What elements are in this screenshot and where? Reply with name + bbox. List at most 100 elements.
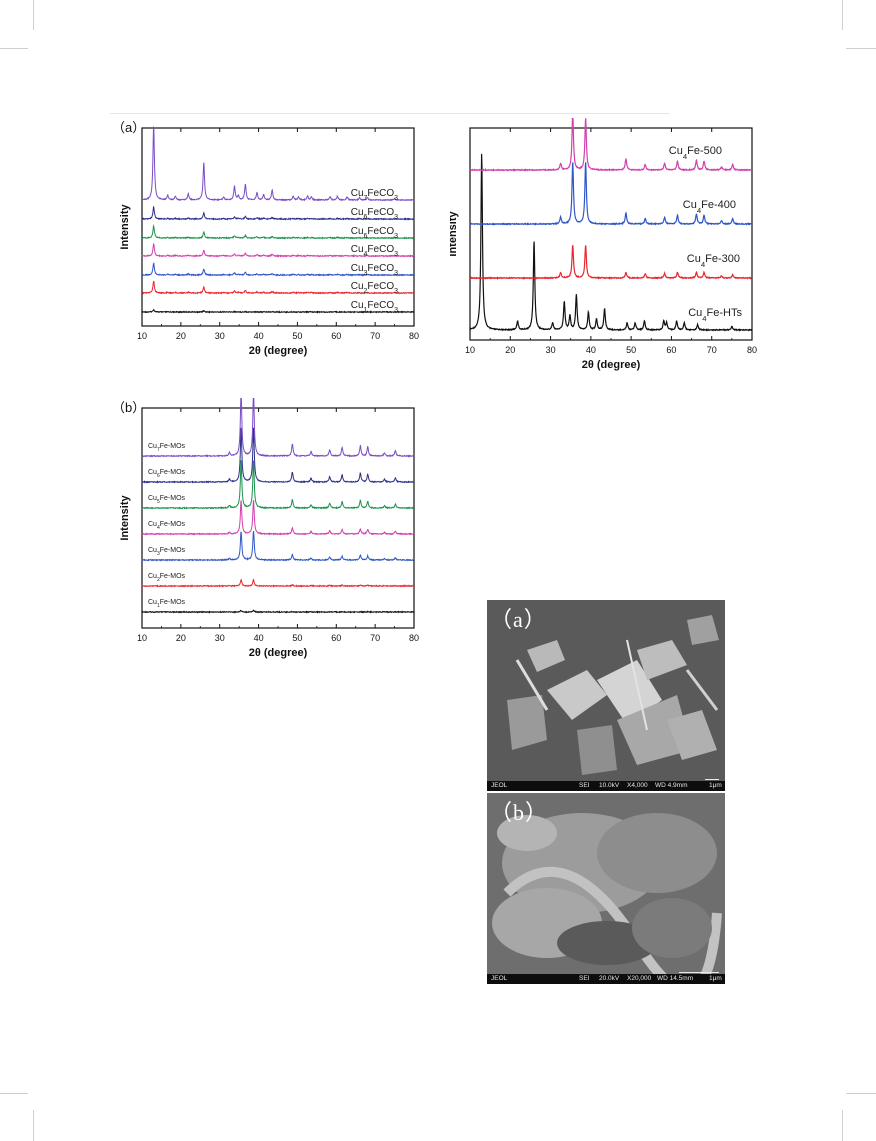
sem-a-kv: 10.0kV [599,782,620,789]
sem-a-wd: WD 4.9mm [655,782,688,789]
x-tick-label: 80 [409,331,419,341]
x-tick-label: 10 [137,633,147,643]
crop-mark [33,1110,34,1141]
series-line [141,243,415,258]
legend-label: Cu1Fe-MOs [148,599,186,609]
x-tick-label: 30 [215,633,225,643]
xrd-chart-b-svg: 10 20 30 40 50 60 70 80 2θ (degree) Intensity （b） C… [112,391,419,659]
series-line [141,530,415,562]
y-axis-label: Intensity [119,495,131,541]
x-tick-label: 60 [331,633,341,643]
x-tick-label: 60 [666,345,676,355]
x-tick-label: 30 [546,345,556,355]
xrd-chart-a-svg: 10 20 30 40 50 60 70 80 2θ (degree) Intensity （a） C… [112,120,419,357]
legend-label: Cu7Fe-MOs [148,443,186,453]
series-line [141,499,415,536]
sem-b-mag: X20,000 [627,975,652,982]
x-tick-label: 20 [176,633,186,643]
series-line [141,460,415,510]
x-axis-label: 2θ (degree) [582,359,641,371]
legend-label: Cu4Fe-400 [683,199,736,215]
x-tick-label: 30 [215,331,225,341]
crop-mark [842,1110,843,1141]
sem-image-a: （a） JEOL SEI 10.0kV X4,000 WD 4.9mm 1μm [487,600,725,791]
legend-label: Cu4Fe-MOs [148,521,186,531]
x-tick-label: 70 [370,331,380,341]
xrd-chart-calcined-svg: 10 20 30 40 50 60 70 80 2θ (degree) Intensity Cu4F… [447,112,757,371]
sem-b-scale: 1μm [709,975,722,982]
y-axis-label: Intensity [119,204,131,250]
sem-image-b-texture [487,793,725,974]
sem-a-info-bar: JEOL SEI 10.0kV X4,000 WD 4.9mm 1μm [487,779,725,791]
series-line [141,262,415,277]
series-line [141,308,415,314]
crop-mark [0,48,28,49]
sem-b-brand: JEOL [491,975,508,982]
x-tick-label: 60 [331,331,341,341]
sem-a-brand: JEOL [491,782,508,789]
legend-label: Cu2FeCO3 [351,281,398,295]
x-axis-label: 2θ (degree) [249,647,308,659]
sem-b-scalebar [679,972,719,973]
crop-mark [0,1093,28,1094]
sem-a-mag: X4,000 [627,782,648,789]
legend-label: Cu3Fe-MOs [148,547,186,557]
x-tick-label: 50 [626,345,636,355]
sem-b-mode: SEI [579,975,590,982]
x-tick-label: 70 [370,633,380,643]
series-line [469,162,753,226]
series-line [141,609,415,614]
x-tick-label: 40 [254,633,264,643]
x-tick-label: 50 [292,633,302,643]
xrd-chart-a: 10 20 30 40 50 60 70 80 2θ (degree) Intensity （a） C… [108,118,428,388]
series-line [141,578,415,588]
series-line [141,280,415,295]
sem-a-label: （a） [490,607,547,632]
x-tick-label: 40 [586,345,596,355]
legend-label: Cu4Fe-HTs [688,307,742,323]
legend-label: Cu4Fe-500 [669,145,722,161]
legend-label: Cu1FeCO3 [351,300,398,314]
sem-b-info-bar: JEOL SEI 20.0kV X20,000 WD 14.5mm 1μm [487,972,725,984]
x-tick-label: 10 [465,345,475,355]
legend-label: Cu6FeCO3 [351,207,398,221]
xrd-chart-calcined: 10 20 30 40 50 60 70 80 2θ (degree) Intensity Cu4F… [447,112,770,388]
crop-mark [846,48,876,49]
sem-b-wd: WD 14.5mm [657,975,694,982]
crop-mark [842,0,843,30]
series-line [141,125,415,202]
crop-mark [846,1093,876,1094]
series-line [141,224,415,240]
sem-b-kv: 20.0kV [599,975,620,982]
sem-b-label: （b） [490,800,549,825]
series-line [469,153,753,332]
x-tick-label: 80 [747,345,757,355]
series-line [141,427,415,484]
x-axis-label: 2θ (degree) [249,345,308,357]
legend-label: Cu4FeCO3 [351,244,398,258]
x-tick-label: 20 [505,345,515,355]
header-rule [110,113,670,114]
x-tick-label: 10 [137,331,147,341]
y-axis-label: Intensity [450,211,459,257]
series-line [469,245,753,280]
crop-mark [33,0,34,30]
series-line [141,205,415,221]
legend-label: Cu6Fe-MOs [148,469,186,479]
sem-a-scale: 1μm [709,782,722,789]
x-tick-label: 80 [409,633,419,643]
legend-label: Cu6FeCO3 [351,226,398,240]
legend-label: Cu4Fe-300 [687,253,740,269]
xrd-chart-b: 10 20 30 40 50 60 70 80 2θ (degree) Intensity （b） C… [108,391,428,668]
plot-frame [141,407,415,629]
sem-image-a-texture [487,600,725,781]
legend-label: Cu5Fe-MOs [148,495,186,505]
x-tick-label: 20 [176,331,186,341]
x-tick-label: 50 [292,331,302,341]
x-tick-label: 70 [707,345,717,355]
sem-image-b: （b） JEOL SEI 20.0kV X20,000 WD 14.5mm 1μ… [487,793,725,984]
x-tick-label: 40 [254,331,264,341]
sem-a-mode: SEI [579,782,590,789]
sem-a-scalebar [705,779,719,780]
panel-label: （b） [112,400,145,415]
